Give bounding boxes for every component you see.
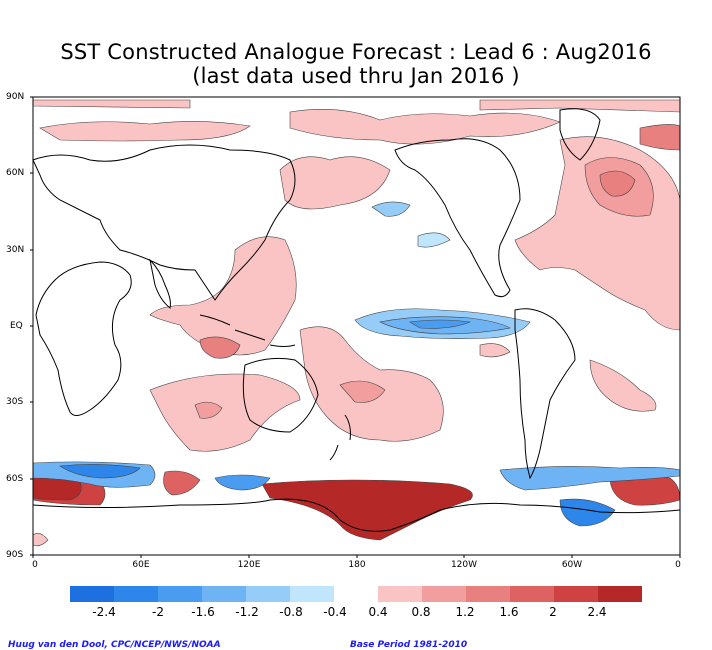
lon-label-120w: 120W [450,560,478,570]
lat-label-30n: 30N [6,245,25,255]
colorbar-label: 0.4 [368,605,388,619]
coastline-eurasia [32,144,296,301]
credit-author: Huug van den Dool, CPC/NCEP/NWS/NOAA [8,640,221,650]
map-title: SST Constructed Analogue Forecast : Lead… [60,40,652,64]
colorbar-swatch-negative [202,586,246,602]
lon-label-0-right: 0 [675,560,681,570]
coastline-new-zealand [329,414,351,461]
lat-label-90n: 90N [6,92,25,102]
colorbar-label: -0.8 [279,605,303,619]
colorbar-swatch-positive [422,586,466,602]
colorbar-swatch-positive [554,586,598,602]
lon-label-0-left: 0 [32,560,38,570]
colorbar [70,586,642,602]
colorbar-swatch-negative [70,586,114,602]
lon-label-180: 180 [348,560,366,570]
lon-label-60w: 60W [561,560,583,570]
coastline-indonesia [199,314,296,347]
colorbar-swatch-positive [598,586,642,602]
lat-label-60s: 60S [6,474,24,484]
colorbar-label: 0.8 [411,605,431,619]
colorbar-swatch-positive [510,586,554,602]
lat-label-eq: EQ [10,321,23,331]
coastline-greenland [559,108,601,161]
coastline-india [149,258,171,309]
lon-label-120e: 120E [237,560,261,570]
coastline-south-america [514,308,576,480]
colorbar-swatch-positive [378,586,422,602]
colorbar-label: -2 [152,605,164,619]
coastline-africa [35,261,132,416]
colorbar-label: 1.6 [499,605,519,619]
colorbar-label: -1.2 [235,605,259,619]
axis-ticks [30,96,681,558]
colorbar-label: -1.6 [191,605,215,619]
map-subtitle: (last data used thru Jan 2016 ) [192,64,520,88]
colorbar-swatch-negative [290,586,334,602]
coastline-australia [242,357,319,433]
colorbar-swatch-negative [114,586,158,602]
colorbar-swatch-negative [158,586,202,602]
colorbar-swatch-negative [246,586,290,602]
colorbar-swatch-positive [466,586,510,602]
credit-base-period: Base Period 1981-2010 [350,640,468,650]
colorbar-label: 2 [549,605,557,619]
colorbar-label: 2.4 [587,605,607,619]
negative-anomaly-regions [32,201,681,527]
lat-label-30s: 30S [6,397,24,407]
colorbar-label: 1.2 [455,605,475,619]
positive-anomaly-regions [32,99,681,547]
lat-label-90s: 90S [6,550,24,560]
lon-label-60e: 60E [132,560,150,570]
colorbar-label: -2.4 [92,605,116,619]
coastline-antarctica [32,498,681,532]
coastlines [32,108,681,532]
colorbar-label: -0.4 [323,605,347,619]
lat-label-60n: 60N [6,168,25,178]
coastline-north-america [394,138,521,298]
